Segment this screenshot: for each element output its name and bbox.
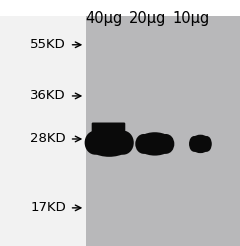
Bar xyxy=(86,16,240,246)
Text: 20μg: 20μg xyxy=(129,11,166,26)
Text: 40μg: 40μg xyxy=(86,11,123,26)
Ellipse shape xyxy=(86,128,133,157)
Ellipse shape xyxy=(135,134,152,154)
Ellipse shape xyxy=(136,132,173,156)
Text: 17KD: 17KD xyxy=(30,201,66,214)
Ellipse shape xyxy=(158,134,174,154)
Ellipse shape xyxy=(189,136,199,152)
Ellipse shape xyxy=(113,131,134,155)
Ellipse shape xyxy=(202,136,212,152)
Text: 10μg: 10μg xyxy=(172,11,210,26)
Bar xyxy=(0,16,86,246)
Text: 28KD: 28KD xyxy=(30,133,66,145)
Ellipse shape xyxy=(91,127,122,141)
FancyBboxPatch shape xyxy=(92,123,125,138)
Ellipse shape xyxy=(190,135,211,153)
Ellipse shape xyxy=(85,131,106,155)
Text: 36KD: 36KD xyxy=(30,90,66,102)
Text: 55KD: 55KD xyxy=(30,38,66,51)
